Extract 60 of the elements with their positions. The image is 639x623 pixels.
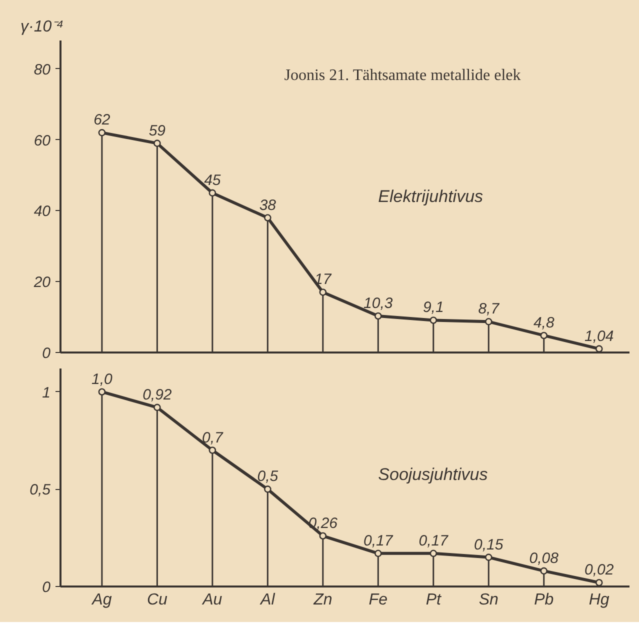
data-label: 0,08	[529, 550, 560, 567]
y-tick-label: 20	[32, 274, 52, 292]
data-label: 45	[204, 172, 222, 189]
y-tick-label: 40	[34, 203, 52, 220]
y-tick-label: 1	[42, 384, 50, 402]
y-tick-label: 0,5	[30, 482, 52, 499]
point	[319, 288, 327, 296]
data-label: 1,0	[92, 370, 114, 388]
data-label: 0,17	[364, 532, 394, 550]
x-tick-label: Al	[260, 592, 276, 608]
point	[595, 578, 603, 586]
data-label: 8,7	[478, 300, 500, 318]
y-tick-label: 0	[42, 345, 52, 362]
point	[484, 554, 492, 561]
y-tick-label: 80	[34, 61, 52, 78]
x-tick-label: Pt	[426, 592, 442, 608]
point	[154, 140, 161, 147]
data-label: 0,7	[202, 429, 224, 446]
y-axis-title: γ·10⁻⁴	[20, 18, 64, 36]
annotation: Soojusjuhtivus	[378, 465, 488, 484]
point	[98, 129, 106, 136]
point	[208, 189, 216, 197]
data-label: 4,8	[533, 314, 555, 332]
point	[374, 312, 382, 320]
data-label: 9,1	[422, 299, 444, 316]
data-label: 1,04	[584, 328, 614, 345]
x-tick-label: Cu	[146, 592, 168, 608]
point	[540, 332, 548, 340]
data-label: 0,17	[418, 532, 449, 550]
data-label: 59	[148, 122, 166, 140]
data-label: 0,92	[142, 386, 172, 404]
point	[374, 550, 382, 558]
x-tick-label: Zn	[312, 592, 332, 608]
point	[264, 214, 272, 222]
data-label: 10,3	[364, 294, 394, 312]
data-label: 38	[259, 196, 277, 214]
point	[540, 567, 548, 575]
point	[319, 532, 327, 540]
data-label: 0,5	[257, 468, 279, 486]
point	[98, 388, 106, 396]
point	[430, 316, 438, 324]
point	[595, 345, 603, 352]
y-tick-label: 0	[42, 579, 52, 596]
x-tick-label: Sn	[478, 592, 499, 608]
point	[484, 318, 492, 326]
data-label: 0,15	[474, 536, 504, 554]
x-tick-label: Ag	[91, 592, 112, 608]
x-tick-label: Fe	[368, 592, 388, 608]
point	[264, 486, 272, 493]
point	[154, 404, 161, 412]
point	[208, 446, 216, 454]
x-tick-label: Pb	[534, 592, 554, 608]
x-tick-label: Hg	[588, 592, 610, 608]
annotation: Elektrijuhtivus	[378, 186, 484, 206]
point	[430, 550, 438, 558]
x-tick-label: Au	[202, 592, 222, 608]
y-tick-label: 60	[34, 132, 52, 150]
data-label: 62	[94, 112, 111, 129]
text: Joonis 21. Tähtsamate metallide elek	[284, 67, 521, 84]
data-label: 0,02	[584, 562, 614, 579]
